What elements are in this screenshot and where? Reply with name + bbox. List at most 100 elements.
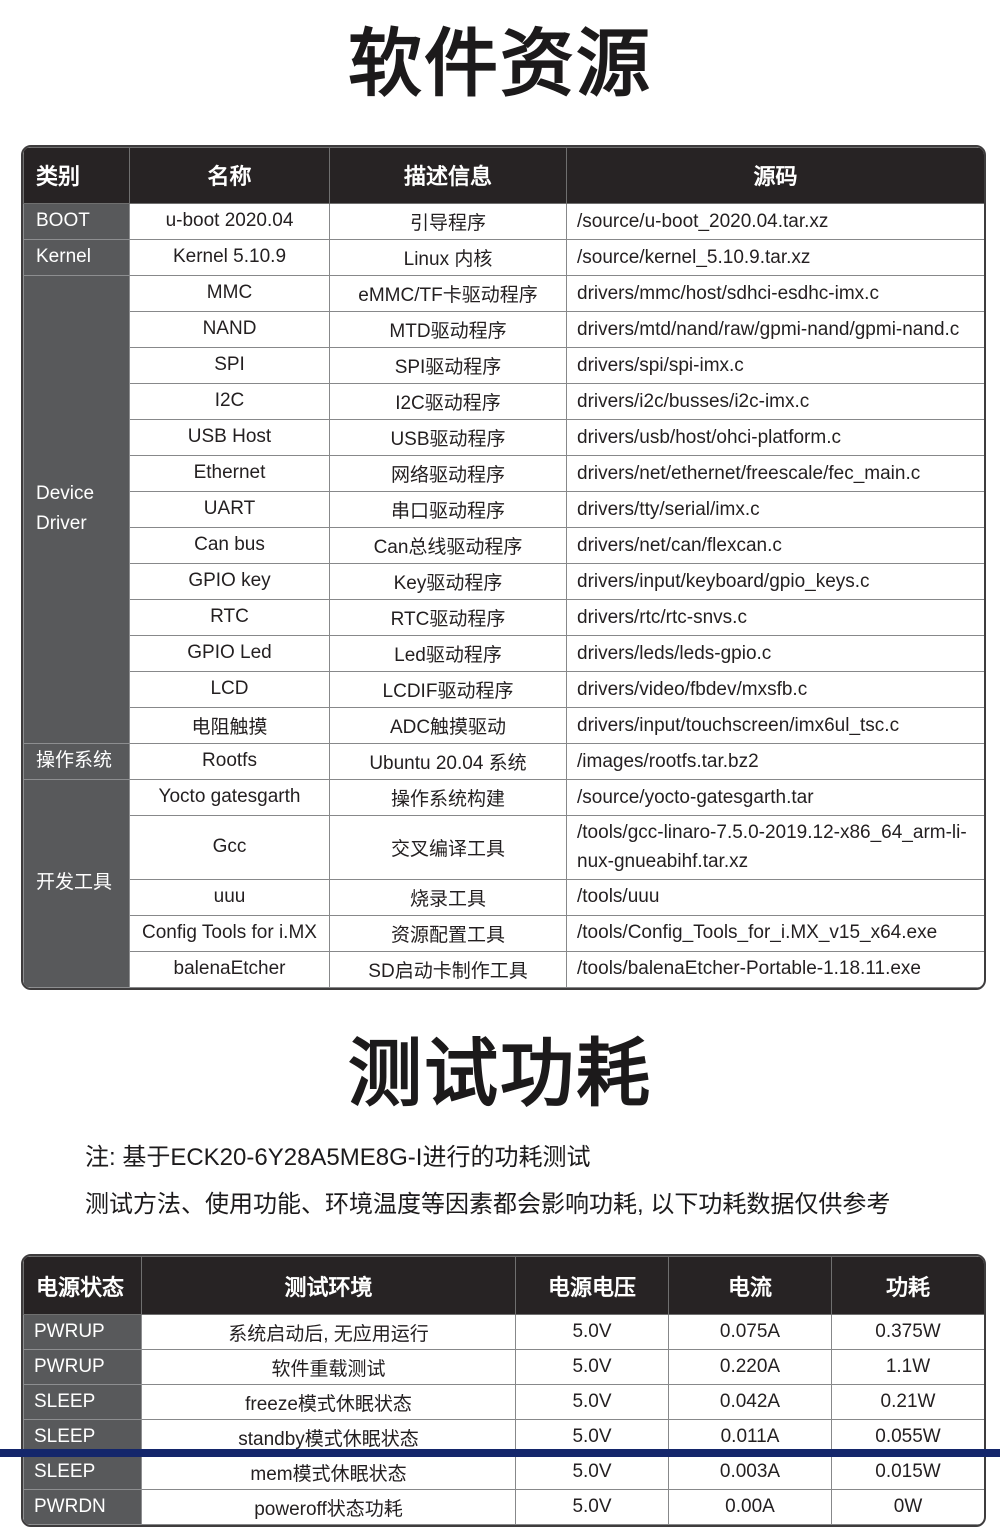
source-cell: /images/rootfs.tar.bz2 — [566, 742, 984, 780]
power-table-header-row: 电源状态 测试环境 电源电压 电流 功耗 — [23, 1256, 984, 1316]
source-cell: /source/yocto-gatesgarth.tar — [566, 778, 984, 816]
software-table-header-row: 类别 名称 描述信息 源码 — [23, 146, 984, 204]
source-cell: drivers/tty/serial/imx.c — [566, 490, 984, 528]
software-resources-table: 类别 名称 描述信息 源码 BOOT u-boot 2020.04 引导程序/sou… — [21, 144, 986, 990]
desc-cell: I2C驱动程序 — [329, 382, 567, 420]
power-cell: 0.015W — [831, 1454, 984, 1491]
name-cell: GPIO key — [129, 562, 330, 600]
desc-cell: 烧录工具 — [329, 878, 567, 916]
desc-cell: 交叉编译工具 — [329, 814, 567, 880]
power-cell: 0.21W — [831, 1384, 984, 1421]
name-cell: Ethernet — [129, 454, 330, 492]
desc-cell: 操作系统构建 — [329, 778, 567, 816]
voltage-cell: 5.0V — [515, 1384, 669, 1421]
desc-cell: USB驱动程序 — [329, 418, 567, 456]
header-test-environment: 测试环境 — [141, 1256, 516, 1316]
source-cell: drivers/usb/host/ohci-platform.c — [566, 418, 984, 456]
power-table-row: PWRDN poweroff状态功耗 5.0V 0.00A 0W — [23, 1489, 984, 1526]
desc-cell: SPI驱动程序 — [329, 346, 567, 384]
name-cell: UART — [129, 490, 330, 528]
software-table-row: balenaEtcher SD启动卡制作工具/tools/balenaEtcher… — [24, 950, 984, 988]
category-cell: BOOT — [23, 202, 130, 240]
env-cell: poweroff状态功耗 — [141, 1489, 516, 1526]
state-cell: SLEEP — [23, 1454, 142, 1491]
state-cell: PWRUP — [23, 1349, 142, 1386]
name-cell: MMC — [129, 274, 330, 312]
source-cell: /tools/balenaEtcher-Portable-1.18.11.exe — [566, 950, 984, 988]
header-source: 源码 — [566, 146, 984, 204]
software-table-row: Kernel Kernel 5.10.9 Linux 内核/source/kerne… — [23, 238, 984, 276]
source-cell: drivers/mmc/host/sdhci-esdhc-imx.c — [566, 274, 984, 312]
voltage-cell: 5.0V — [515, 1454, 669, 1491]
name-cell: GPIO Led — [129, 634, 330, 672]
source-cell: drivers/i2c/busses/i2c-imx.c — [566, 382, 984, 420]
source-cell: drivers/rtc/rtc-snvs.c — [566, 598, 984, 636]
current-cell: 0.003A — [668, 1454, 832, 1491]
name-cell: USB Host — [129, 418, 330, 456]
source-cell: drivers/video/fbdev/mxsfb.c — [566, 670, 984, 708]
bottom-accent-bar — [0, 1449, 1000, 1457]
state-cell: SLEEP — [23, 1384, 142, 1421]
source-cell: /source/u-boot_2020.04.tar.xz — [566, 202, 984, 240]
header-current: 电流 — [668, 1256, 832, 1316]
desc-cell: 引导程序 — [329, 202, 567, 240]
software-table-row: Config Tools for i.MX 资源配置工具/tools/Config… — [24, 914, 984, 952]
desc-cell: 串口驱动程序 — [329, 490, 567, 528]
software-table-row: GPIO Led Led驱动程序 drivers/leds/leds-gpio.c — [24, 634, 984, 672]
desc-cell: Linux 内核 — [329, 238, 567, 276]
software-table-row: SPI SPI驱动程序 drivers/spi/spi-imx.c — [24, 346, 984, 384]
power-cell: 0W — [831, 1489, 984, 1526]
desc-cell: 网络驱动程序 — [329, 454, 567, 492]
category-cell: Device Driver — [23, 274, 130, 744]
env-cell: 软件重载测试 — [141, 1349, 516, 1386]
software-table-row: 开发工具 Yocto gatesgarth 操作系统构建/source/yocto-… — [23, 778, 984, 988]
desc-cell: SD启动卡制作工具 — [329, 950, 567, 988]
state-cell: PWRDN — [23, 1489, 142, 1526]
desc-cell: Led驱动程序 — [329, 634, 567, 672]
power-table-row: PWRUP 软件重载测试 5.0V 0.220A 1.1W — [23, 1349, 984, 1386]
source-cell: /tools/Config_Tools_for_i.MX_v15_x64.exe — [566, 914, 984, 952]
software-table-row: LCD LCDIF驱动程序 drivers/video/fbdev/mxsfb.c — [24, 670, 984, 708]
header-supply-voltage: 电源电压 — [515, 1256, 669, 1316]
power-cell: 0.375W — [831, 1314, 984, 1351]
software-table-row: Ethernet 网络驱动程序 drivers/net/ethernet/frees… — [24, 454, 984, 492]
software-table-row: Can bus Can总线驱动程序 drivers/net/can/flexcan.… — [24, 526, 984, 564]
desc-cell: LCDIF驱动程序 — [329, 670, 567, 708]
name-cell: Rootfs — [129, 742, 330, 780]
voltage-cell: 5.0V — [515, 1489, 669, 1526]
name-cell: Gcc — [129, 814, 330, 880]
desc-cell: Can总线驱动程序 — [329, 526, 567, 564]
software-table-row: 操作系统 Rootfs Ubuntu 20.04 系统/images/rootfs.… — [23, 742, 984, 780]
software-table-row: BOOT u-boot 2020.04 引导程序/source/u-boot_202… — [23, 202, 984, 240]
desc-cell: 资源配置工具 — [329, 914, 567, 952]
source-cell: drivers/leds/leds-gpio.c — [566, 634, 984, 672]
software-table-row: Device Driver MMC eMMC/TF卡驱动程序 drivers/mmc/… — [23, 274, 984, 744]
power-table-row: SLEEP mem模式休眠状态 5.0V 0.003A 0.015W — [23, 1454, 984, 1491]
current-cell: 0.075A — [668, 1314, 832, 1351]
software-table-row: NAND MTD驱动程序 drivers/mtd/nand/raw/gpmi-nan… — [24, 310, 984, 348]
power-table-row: SLEEP freeze模式休眠状态 5.0V 0.042A 0.21W — [23, 1384, 984, 1421]
software-resources-title: 软件资源 — [348, 22, 652, 105]
source-cell: /tools/uuu — [566, 878, 984, 916]
source-cell: drivers/input/touchscreen/imx6ul_tsc.c — [566, 706, 984, 744]
desc-cell: Key驱动程序 — [329, 562, 567, 600]
software-table-row: UART 串口驱动程序 drivers/tty/serial/imx.c — [24, 490, 984, 528]
software-table-row: Gcc 交叉编译工具/tools/gcc-linaro-7.5.0-2019.12… — [24, 814, 984, 880]
power-test-title: 测试功耗 — [348, 1031, 652, 1115]
category-cell: 操作系统 — [23, 742, 130, 780]
power-consumption-table: 电源状态 测试环境 电源电压 电流 功耗 PWRUP 系统启动后, 无应用运行 5.… — [21, 1254, 986, 1527]
name-cell: RTC — [129, 598, 330, 636]
header-description: 描述信息 — [329, 146, 567, 204]
category-cell: 开发工具 — [23, 778, 130, 988]
category-cell: Kernel — [23, 238, 130, 276]
software-table-row: RTC RTC驱动程序 drivers/rtc/rtc-snvs.c — [24, 598, 984, 636]
name-cell: balenaEtcher — [129, 950, 330, 988]
software-table-row: uuu 烧录工具/tools/uuu — [24, 878, 984, 916]
header-power: 功耗 — [831, 1256, 984, 1316]
name-cell: SPI — [129, 346, 330, 384]
source-cell: drivers/input/keyboard/gpio_keys.c — [566, 562, 984, 600]
name-cell: uuu — [129, 878, 330, 916]
env-cell: 系统启动后, 无应用运行 — [141, 1314, 516, 1351]
power-test-notes: 注: 基于ECK20-6Y28A5ME8G-I进行的功耗测试 测试方法、使用功能… — [85, 1134, 1000, 1228]
header-name: 名称 — [129, 146, 330, 204]
